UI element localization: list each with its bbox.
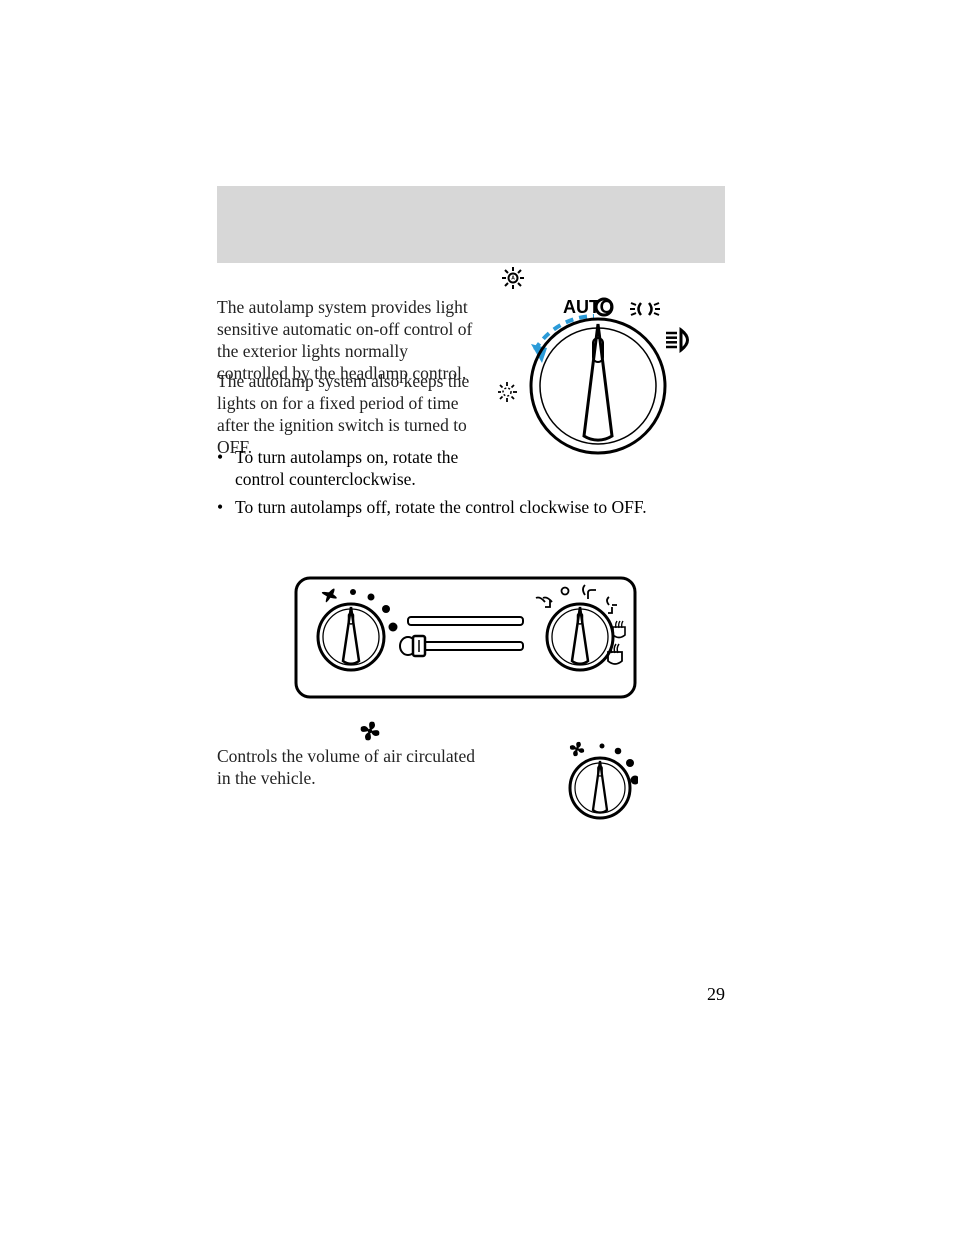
mode-selector-knob xyxy=(547,604,613,670)
autolamp-description-2: The autolamp system also keeps the light… xyxy=(217,371,487,459)
headlamp-dial-figure: A AUTO xyxy=(498,266,713,461)
page-number: 29 xyxy=(707,984,725,1005)
panel-brightness-max-icon: A xyxy=(502,267,524,289)
page: A AUTO xyxy=(0,0,954,1235)
list-item: To turn autolamps on, rotate the control… xyxy=(217,447,717,491)
bullet-text-2: To turn autolamps off, rotate the contro… xyxy=(235,497,647,517)
fan-section-icon xyxy=(357,718,383,744)
panel-floor-icon xyxy=(607,597,617,613)
fan-icon xyxy=(322,588,337,602)
list-item: To turn autolamps off, rotate the contro… xyxy=(217,497,717,519)
headlights-icon xyxy=(666,330,688,350)
climate-control-panel-figure xyxy=(293,575,638,700)
floor-vent-icon xyxy=(536,598,552,608)
off-icon xyxy=(562,588,569,595)
fan-speed-description: Controls the volume of air circulated in… xyxy=(217,746,477,790)
fan-icon xyxy=(570,742,584,756)
panel-brightness-min-icon xyxy=(498,382,517,402)
temperature-slider xyxy=(400,617,523,656)
fan-speed-knob xyxy=(318,604,384,670)
autolamp-instructions-list: To turn autolamps on, rotate the control… xyxy=(217,447,717,525)
knob-pointer xyxy=(584,324,612,440)
defrost-floor-icon xyxy=(613,621,625,638)
parking-lights-icon xyxy=(630,303,660,315)
header-section-box xyxy=(217,186,725,263)
bullet-text-1: To turn autolamps on, rotate the control… xyxy=(235,447,485,491)
fan-knob-detail-figure xyxy=(563,740,638,820)
panel-vent-icon xyxy=(583,585,596,599)
svg-text:A: A xyxy=(511,276,515,282)
